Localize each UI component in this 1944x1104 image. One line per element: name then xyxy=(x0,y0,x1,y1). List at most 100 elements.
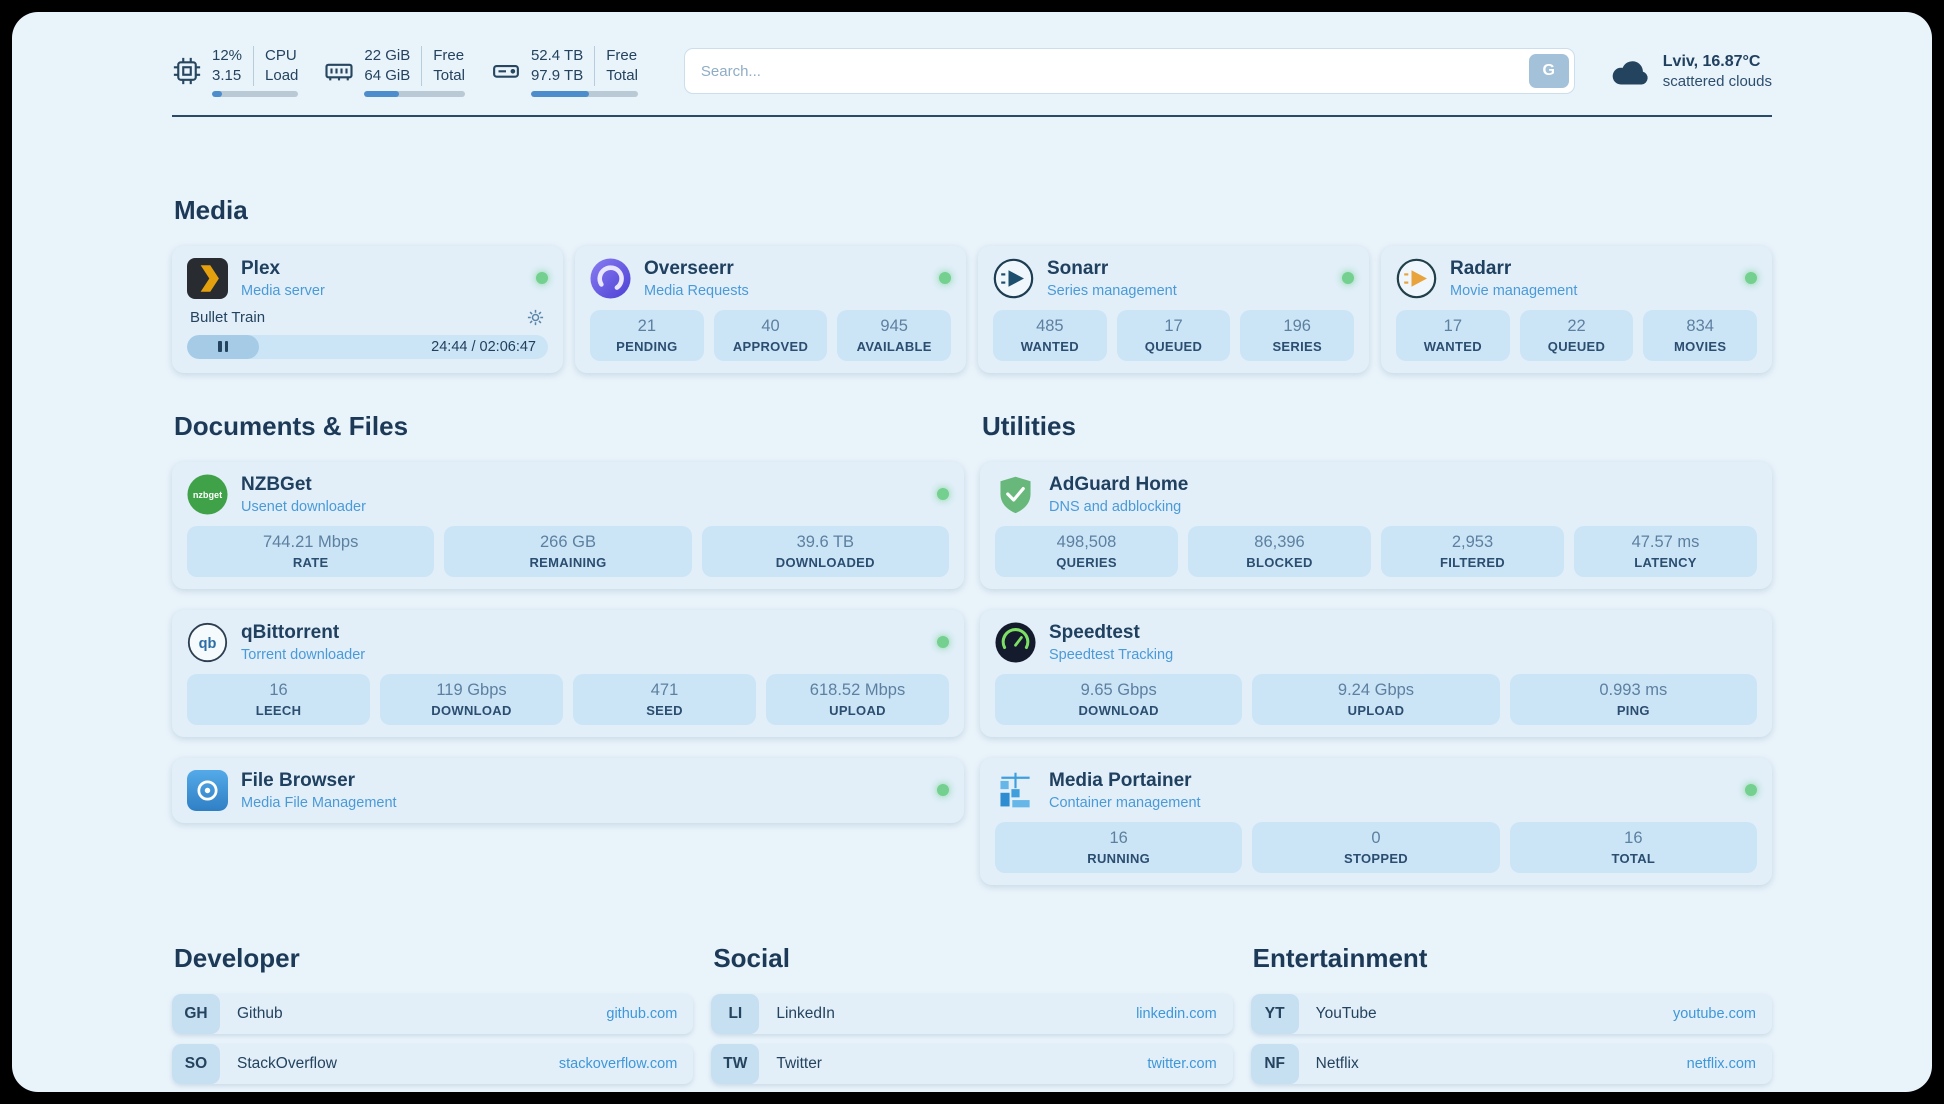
stat-value: 2,953 xyxy=(1451,532,1494,551)
stat-label: SEED xyxy=(646,702,683,718)
ram-total-label: Total xyxy=(433,66,465,84)
status-dot xyxy=(937,488,949,501)
card-plex[interactable]: Plex Media server Bullet Train 24:44 / 0 xyxy=(172,245,563,373)
weather-widget: Lviv, 16.87°C scattered clouds xyxy=(1609,53,1772,90)
stat-value: 9.24 Gbps xyxy=(1337,680,1415,699)
stat-box: 39.6 TB DOWNLOADED xyxy=(701,525,949,577)
bookmark-name: LinkedIn xyxy=(776,1004,835,1022)
app-name: Radarr xyxy=(1450,257,1512,279)
bookmark-row-netflix[interactable]: NF Netflix netflix.com xyxy=(1250,1043,1772,1084)
playback-progress-bar[interactable]: 24:44 / 02:06:47 xyxy=(187,334,548,359)
ram-icon xyxy=(324,56,354,86)
bookmark-row-twitter[interactable]: TW Twitter twitter.com xyxy=(711,1043,1233,1084)
disk-widget: 52.4 TB 97.9 TB Free Total xyxy=(491,46,638,97)
stat-value: 16 xyxy=(269,680,288,699)
utilities-column: Utilities AdGuard Home DNS and adblockin… xyxy=(980,411,1772,885)
status-dot xyxy=(1745,784,1757,797)
app-name: qBittorrent xyxy=(241,621,340,643)
bookmark-url: linkedin.com xyxy=(1136,1005,1217,1022)
stat-value: 39.6 TB xyxy=(796,532,855,551)
bookmark-name: YouTube xyxy=(1315,1004,1377,1022)
bookmark-url: netflix.com xyxy=(1686,1055,1756,1072)
stat-label: PENDING xyxy=(616,338,678,354)
bookmark-row-linkedin[interactable]: LI LinkedIn linkedin.com xyxy=(711,993,1233,1034)
disk-icon xyxy=(491,56,521,86)
stat-value: 945 xyxy=(880,316,908,335)
stat-box: 47.57 ms LATENCY xyxy=(1574,525,1757,577)
bookmark-abbr: GH xyxy=(172,993,220,1034)
stat-value: 196 xyxy=(1283,316,1311,335)
bookmark-group-developer: Developer GH Github github.com SO StackO… xyxy=(172,942,694,1092)
stat-label: PING xyxy=(1616,702,1650,718)
search-input[interactable] xyxy=(683,48,1575,95)
section-title-social: Social xyxy=(713,942,790,973)
stat-box: 22 QUEUED xyxy=(1519,309,1634,361)
stat-label: UPLOAD xyxy=(1347,702,1405,718)
stat-box: 471 SEED xyxy=(573,673,756,725)
stat-label: STOPPED xyxy=(1343,850,1408,866)
stat-label: QUEUED xyxy=(1547,338,1606,354)
card-portainer[interactable]: Media Portainer Container management 16 … xyxy=(980,757,1772,885)
disk-free-label: Free xyxy=(606,47,638,64)
app-name: Plex xyxy=(241,257,281,279)
card-filebrowser[interactable]: File Browser Media File Management xyxy=(172,757,964,823)
topbar-divider xyxy=(172,114,1772,117)
stat-box: 9.65 Gbps DOWNLOAD xyxy=(995,673,1243,725)
stat-value: 0.993 ms xyxy=(1599,680,1668,699)
stat-value: 22 xyxy=(1567,316,1586,335)
stat-value: 16 xyxy=(1109,828,1128,847)
stat-value: 86,396 xyxy=(1254,532,1305,551)
card-speedtest[interactable]: Speedtest Speedtest Tracking 9.65 Gbps D… xyxy=(980,609,1772,737)
stat-label: LEECH xyxy=(255,702,302,718)
stat-box: 945 AVAILABLE xyxy=(837,309,952,361)
bookmark-name: Netflix xyxy=(1315,1054,1359,1072)
cpu-load-label: Load xyxy=(265,66,299,84)
stat-box: 0 STOPPED xyxy=(1252,821,1500,873)
stat-value: 16 xyxy=(1624,828,1643,847)
stat-box: 16 LEECH xyxy=(187,673,370,725)
bookmark-abbr: YT xyxy=(1250,993,1299,1034)
stat-value: 119 Gbps xyxy=(436,680,507,699)
stat-box: 266 GB REMAINING xyxy=(444,525,692,577)
stat-value: 744.21 Mbps xyxy=(262,532,359,551)
stat-label: QUEUED xyxy=(1144,338,1203,354)
stat-value: 471 xyxy=(650,680,679,699)
app-name: Speedtest xyxy=(1049,621,1140,643)
bookmark-row-github[interactable]: GH Github github.com xyxy=(172,993,694,1034)
cloud-icon xyxy=(1609,54,1651,88)
stat-box: 485 WANTED xyxy=(993,309,1107,361)
stat-box: 16 TOTAL xyxy=(1509,821,1757,873)
app-name: Overseerr xyxy=(644,257,734,279)
cpu-usage-bar xyxy=(212,90,299,97)
stat-label: RUNNING xyxy=(1087,850,1151,866)
stat-box: 17 QUEUED xyxy=(1116,309,1231,361)
stat-box: 498,508 QUERIES xyxy=(995,525,1178,577)
svg-text:nzbget: nzbget xyxy=(193,490,222,500)
stat-label: RATE xyxy=(292,554,329,570)
card-nzbget[interactable]: nzbget NZBGet Usenet downloader 744.21 M… xyxy=(172,461,964,589)
status-dot xyxy=(939,272,951,285)
stat-value: 17 xyxy=(1164,316,1183,335)
qbittorrent-icon: qb xyxy=(187,622,228,663)
disk-total-value: 97.9 TB xyxy=(530,66,584,84)
card-adguard[interactable]: AdGuard Home DNS and adblocking 498,508 … xyxy=(980,461,1772,589)
stat-label: AVAILABLE xyxy=(856,338,932,354)
bookmark-row-youtube[interactable]: YT YouTube youtube.com xyxy=(1250,993,1772,1034)
radarr-icon xyxy=(1396,258,1437,299)
status-dot xyxy=(1745,272,1757,285)
settings-gear-icon[interactable] xyxy=(526,308,545,327)
google-search-button[interactable]: G xyxy=(1528,54,1569,89)
stat-label: REMAINING xyxy=(529,554,607,570)
card-overseerr[interactable]: Overseerr Media Requests 21 PENDING 40 A… xyxy=(575,245,966,373)
section-title-documents: Documents & Files xyxy=(174,410,409,441)
card-radarr[interactable]: Radarr Movie management 17 WANTED 22 QUE… xyxy=(1381,245,1772,373)
weather-location: Lviv, 16.87°C xyxy=(1662,52,1761,70)
app-subtitle: Media File Management xyxy=(241,794,397,811)
card-sonarr[interactable]: Sonarr Series management 485 WANTED 17 Q… xyxy=(978,245,1369,373)
section-title-developer: Developer xyxy=(174,942,300,973)
card-qbittorrent[interactable]: qb qBittorrent Torrent downloader 16 LEE… xyxy=(172,609,964,737)
bookmark-url: stackoverflow.com xyxy=(558,1055,678,1072)
stat-box: 744.21 Mbps RATE xyxy=(187,525,435,577)
cpu-usage-value: 12% xyxy=(212,47,243,64)
bookmark-row-stackoverflow[interactable]: SO StackOverflow stackoverflow.com xyxy=(172,1043,694,1084)
